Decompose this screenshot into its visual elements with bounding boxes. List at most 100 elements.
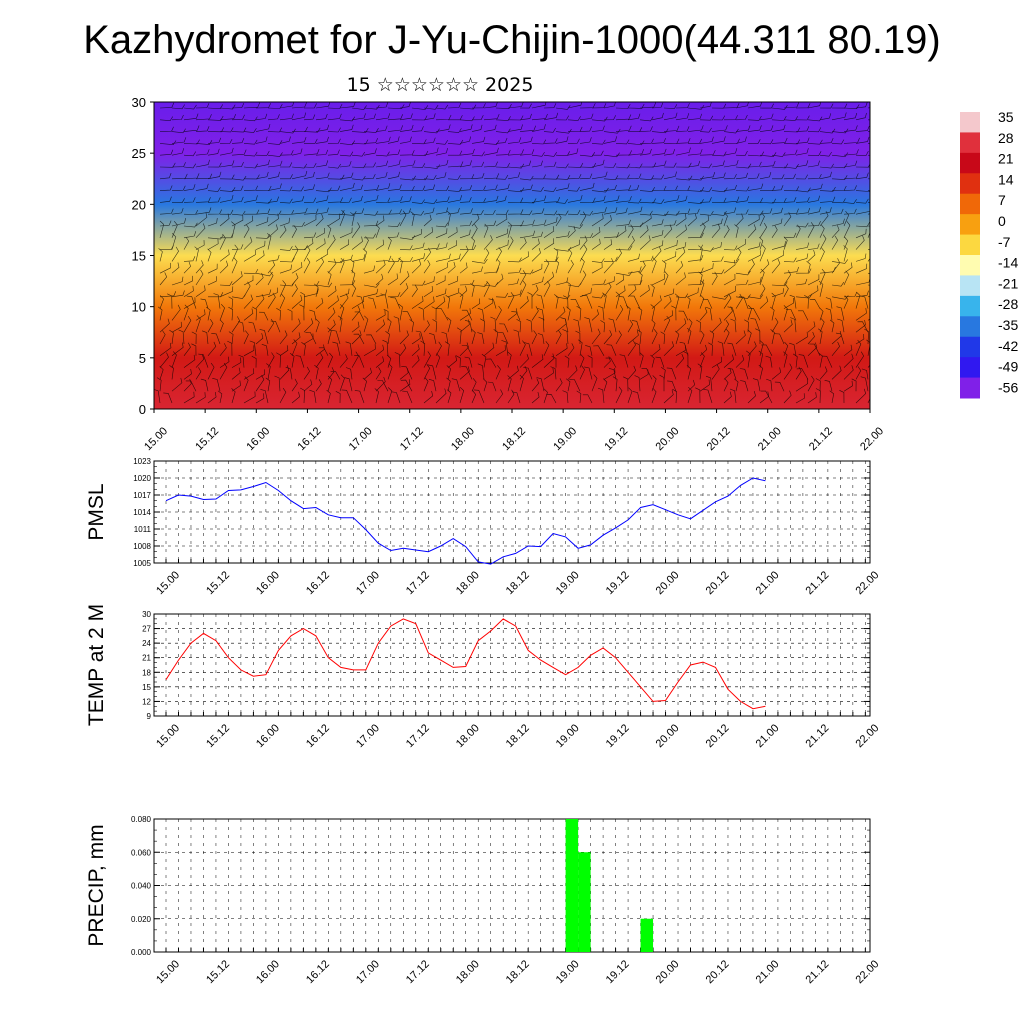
wind-barb	[661, 260, 667, 274]
wind-barb	[423, 214, 432, 227]
wind-barb	[411, 296, 424, 309]
wind-barb	[483, 267, 499, 274]
wind-barb	[519, 149, 535, 156]
wind-barb	[507, 292, 515, 309]
wind-barb	[759, 244, 766, 262]
wind-barb	[759, 259, 770, 274]
wind-barb	[420, 340, 426, 356]
wind-barb	[207, 115, 224, 121]
wind-barb	[637, 307, 643, 321]
x-tick-label: 21.00	[754, 958, 782, 986]
wind-barb	[860, 376, 869, 392]
wind-barb	[227, 340, 233, 356]
y-tick-label: 1008	[133, 542, 151, 551]
colorbar-swatch	[960, 193, 980, 215]
wind-barb	[723, 258, 740, 264]
wind-barb	[498, 332, 509, 345]
wind-barb	[251, 355, 257, 368]
wind-barb	[798, 354, 809, 368]
wind-barb	[836, 306, 845, 321]
wind-barb	[183, 209, 199, 215]
wind-barb	[231, 196, 244, 203]
wind-barb	[507, 124, 523, 132]
wind-barb	[183, 378, 192, 392]
wind-barb	[255, 333, 264, 345]
wind-barb	[735, 209, 749, 215]
wind-barb	[711, 295, 729, 300]
x-tick-label: 17.00	[347, 425, 375, 453]
wind-barb	[627, 340, 636, 356]
wind-barb	[351, 208, 365, 215]
wind-barb	[591, 103, 607, 109]
wind-barb	[695, 387, 701, 404]
wind-barb	[167, 293, 173, 309]
wind-barb	[855, 125, 870, 132]
wind-barb	[171, 377, 183, 392]
wind-barb	[387, 273, 398, 286]
y-tick-label: 24	[142, 639, 151, 648]
wind-barb	[519, 269, 534, 275]
wind-barb	[231, 127, 247, 133]
y-tick-label: 9	[147, 712, 152, 721]
wind-barb	[818, 328, 823, 345]
wind-barb	[228, 306, 234, 321]
wind-barb	[291, 295, 303, 309]
colorbar-swatch	[960, 377, 980, 399]
wind-barb	[255, 150, 270, 156]
wind-barb	[183, 316, 192, 333]
wind-barb	[435, 242, 448, 250]
wind-barb	[723, 259, 736, 274]
wind-barb	[304, 138, 318, 144]
wind-barb	[377, 380, 389, 392]
wind-barb	[330, 371, 341, 380]
wind-barb	[666, 367, 677, 380]
wind-barb	[565, 378, 571, 392]
wind-barb	[615, 245, 633, 251]
wind-barb	[783, 149, 798, 156]
wind-barb	[270, 320, 281, 333]
wind-barb	[483, 281, 490, 297]
wind-barb	[339, 304, 345, 321]
wind-barb	[435, 296, 446, 309]
wind-barb	[699, 136, 714, 144]
wind-barb	[855, 253, 867, 262]
wind-barb	[315, 102, 331, 109]
wind-barb	[363, 184, 380, 191]
wind-barb	[678, 310, 689, 321]
wind-barb	[446, 210, 451, 227]
wind-barb	[507, 187, 525, 193]
wind-barb	[291, 163, 308, 169]
wind-barb	[207, 171, 222, 180]
wind-barb	[303, 257, 311, 274]
wind-barb	[843, 137, 860, 144]
wind-barb	[831, 341, 840, 356]
wind-barb	[562, 390, 569, 404]
wind-barb	[747, 259, 755, 274]
wind-barb	[819, 318, 825, 333]
wind-barb	[279, 102, 295, 109]
wind-barb	[171, 290, 185, 298]
wind-barb	[423, 164, 441, 169]
wind-barb	[735, 125, 751, 132]
wind-barb	[483, 220, 497, 227]
wind-barb	[243, 116, 258, 122]
wind-barb	[592, 150, 604, 156]
wind-barb	[447, 253, 461, 262]
wind-barb	[363, 233, 376, 239]
x-tick-label: 16.12	[304, 958, 332, 986]
wind-barb	[819, 137, 834, 144]
wind-barb	[703, 388, 713, 404]
wind-barb	[423, 137, 436, 144]
wind-barb	[615, 291, 620, 309]
wind-barb	[459, 245, 469, 262]
wind-barb	[531, 263, 543, 274]
wind-barb	[855, 136, 870, 144]
wind-barb	[267, 171, 280, 180]
wind-barb	[219, 286, 234, 298]
wind-barb	[675, 185, 691, 191]
wind-barb	[579, 244, 588, 262]
y-tick-label: 12	[142, 697, 151, 706]
wind-barb	[314, 364, 319, 380]
wind-barb	[651, 240, 664, 250]
